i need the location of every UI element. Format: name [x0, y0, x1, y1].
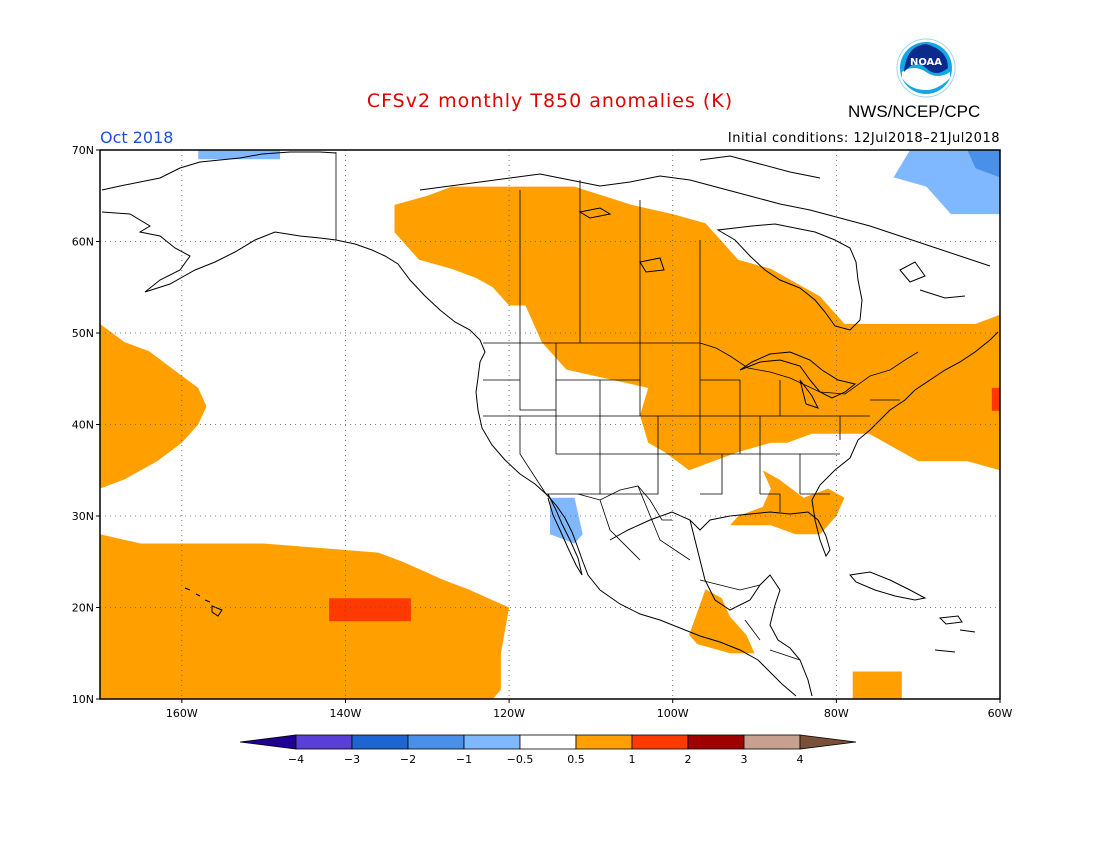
colorbar-label: −2: [400, 753, 416, 766]
anomaly-region-atlantic-hot-spot: [991, 387, 1000, 411]
state-lines: [483, 343, 900, 512]
lon-tick-label: 120W: [493, 707, 525, 720]
anomaly-region-pacific-north-warm: [100, 323, 207, 489]
colorbar-swatch: [351, 734, 409, 750]
anomaly-region-caribbean-warm: [852, 671, 902, 699]
colorbar-label: −4: [288, 753, 304, 766]
anomaly-region-greenland-colder: [967, 150, 1000, 178]
anomaly-region-alaska-cool: [198, 150, 280, 160]
colorbar-label: −3: [344, 753, 360, 766]
lat-tick-label: 50N: [72, 327, 94, 340]
anomaly-region-pacific-subtropical-warm: [100, 534, 510, 699]
colorbar-swatch: [631, 734, 689, 750]
lon-tick-label: 140W: [330, 707, 362, 720]
colorbar-swatch: [743, 734, 801, 750]
mexico-states: [599, 485, 801, 661]
noaa-logo-icon: NOAA: [896, 38, 956, 98]
colorbar-label: 1: [629, 753, 636, 766]
lat-tick-label: 20N: [72, 602, 94, 615]
lat-tick-label: 60N: [72, 236, 94, 249]
lat-tick-label: 70N: [72, 144, 94, 157]
anomaly-region-canada-warm: [394, 186, 1000, 471]
colorbar-min-arrow: [239, 734, 297, 750]
colorbar-swatch: [463, 734, 521, 750]
colorbar-max-arrow: [799, 734, 857, 750]
colorbar-label: −1: [456, 753, 472, 766]
anomaly-region-pacific-hot-spot: [329, 598, 411, 622]
colorbar-swatch: [687, 734, 745, 750]
forecast-month: Oct 2018: [100, 128, 174, 147]
graticule-layer: [100, 150, 1000, 699]
colorbar-swatch: [295, 734, 353, 750]
anomaly-region-greenland-cool: [893, 150, 1000, 215]
us-mexico-border: [546, 485, 672, 521]
coastline-baja: [547, 493, 583, 576]
colorbar-swatch: [575, 734, 633, 750]
great-lakes: [739, 351, 857, 409]
coastline-layer: [101, 151, 999, 697]
coastline-west: [101, 151, 797, 697]
lat-tick-label: 10N: [72, 693, 94, 706]
lon-tick-label: 100W: [657, 707, 689, 720]
coastline-hudson-bay: [716, 223, 863, 331]
lon-tick-label: 60W: [988, 707, 1013, 720]
coastline-arctic: [419, 155, 991, 299]
colorbar-label: 3: [741, 753, 748, 766]
colorbar-swatch: [407, 734, 465, 750]
lon-tick-label: 80W: [824, 707, 849, 720]
lon-tick-label: 160W: [166, 707, 198, 720]
colorbar-label: −0.5: [507, 753, 534, 766]
agency-label: NWS/NCEP/CPC: [848, 102, 981, 121]
colorbar-swatch: [519, 734, 577, 750]
axis-ticks-layer: 70N 60N 50N 40N 30N 20N 10N 160W 140W 120W 100W 80W…: [72, 144, 1013, 720]
canada-provinces: [519, 180, 701, 343]
state-borders-layer: [335, 152, 919, 661]
coastline-caribbean: [849, 571, 976, 653]
colorbar: −4 −3 −2 −1 −0.5 0.5 1 2 3 4: [239, 734, 857, 766]
colorbar-label: 2: [685, 753, 692, 766]
initial-conditions: Initial conditions: 12Jul2018–21Jul2018: [727, 131, 1000, 146]
colorbar-label: 0.5: [567, 753, 585, 766]
logo-text: NOAA: [910, 57, 942, 68]
lat-tick-label: 30N: [72, 510, 94, 523]
hawaii: [184, 587, 223, 617]
map-title: CFSv2 monthly T850 anomalies (K): [366, 90, 734, 112]
lat-tick-label: 40N: [72, 419, 94, 432]
us-canada-border: [335, 152, 919, 395]
colorbar-label: 4: [797, 753, 804, 766]
coastline-gulf-east: [609, 331, 999, 558]
coastline-central-america: [689, 519, 813, 697]
